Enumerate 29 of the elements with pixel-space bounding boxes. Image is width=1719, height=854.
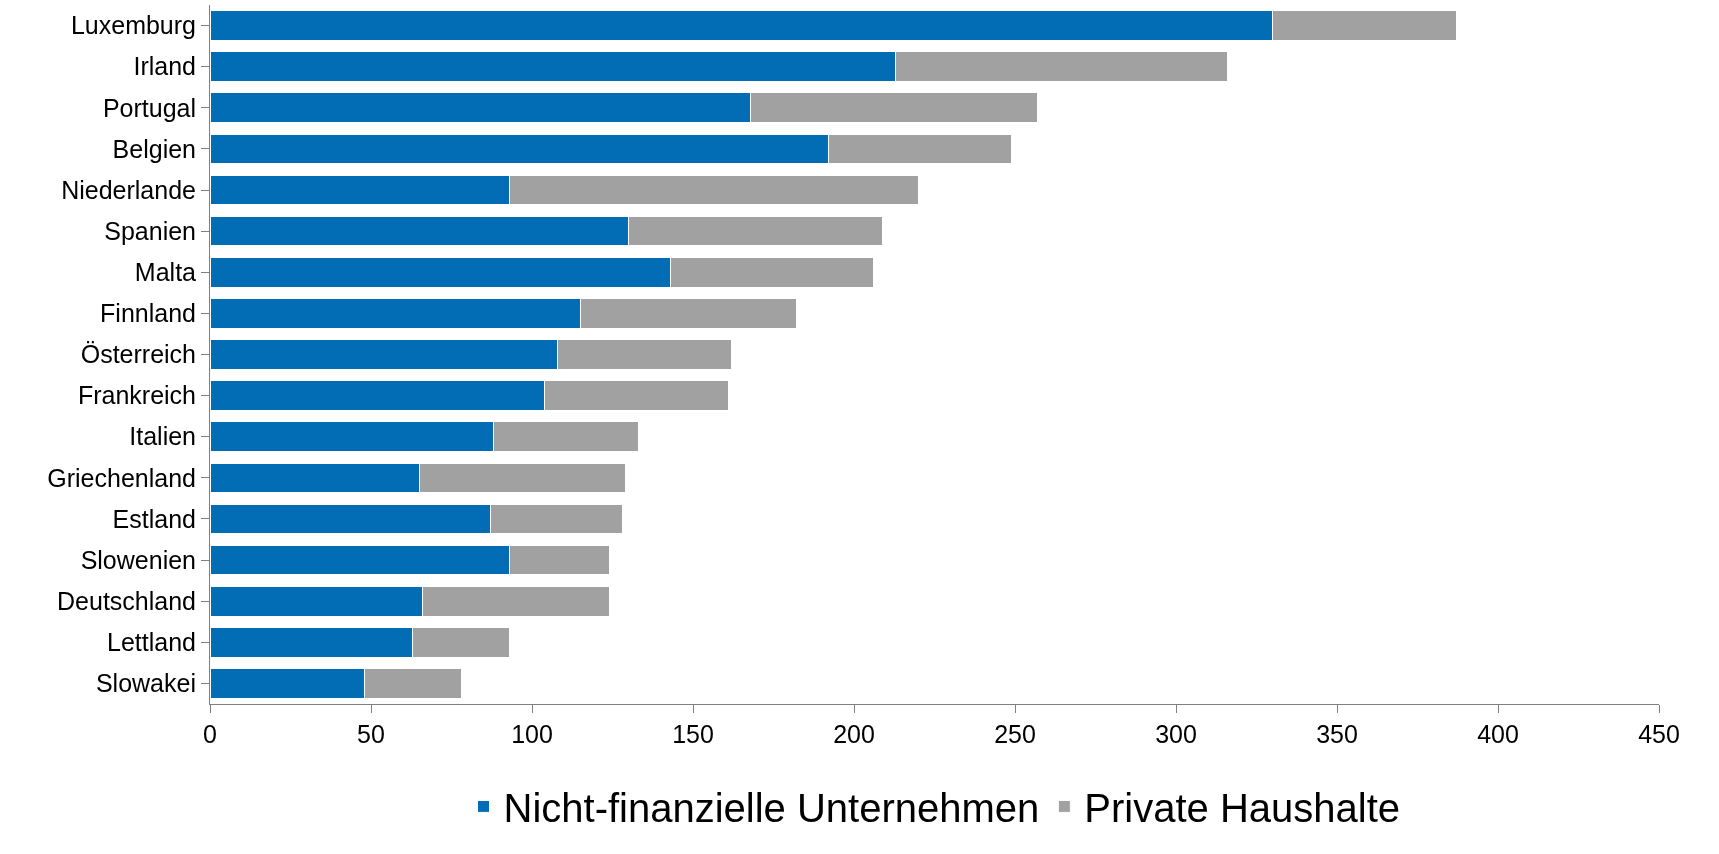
x-tick-label: 400 xyxy=(1477,720,1519,748)
y-tick-label: Estland xyxy=(112,504,196,533)
y-tick-label: Spanien xyxy=(104,216,196,245)
x-tick-label: 150 xyxy=(672,720,714,748)
x-tick-label: 200 xyxy=(833,720,875,748)
y-tick-label: Frankreich xyxy=(77,381,196,410)
y-tick-label: Belgien xyxy=(112,134,196,163)
y-tick-label: Luxemburg xyxy=(70,11,196,40)
legend-label: Nicht-finanzielle Unternehmen xyxy=(503,786,1040,830)
y-tick-label: Griechenland xyxy=(47,463,196,492)
y-tick-label: Italien xyxy=(129,422,196,451)
y-tick-label: Deutschland xyxy=(57,586,196,615)
y-tick-label: Lettland xyxy=(107,628,196,657)
x-tick-label: 0 xyxy=(203,720,217,748)
x-tick-label: 300 xyxy=(1155,720,1197,748)
y-tick-label: Slowenien xyxy=(80,545,196,574)
y-tick-label: Österreich xyxy=(80,340,196,369)
y-tick-label: Irland xyxy=(133,52,196,81)
y-tick-label: Portugal xyxy=(102,93,196,122)
x-tick-label: 100 xyxy=(511,720,553,748)
x-tick-label: 250 xyxy=(994,720,1036,748)
y-tick-label: Slowakei xyxy=(95,669,196,698)
x-tick-label: 450 xyxy=(1638,720,1680,748)
y-tick-label: Malta xyxy=(134,258,197,287)
y-tick-label: Finnland xyxy=(100,299,196,328)
x-tick-label: 350 xyxy=(1316,720,1358,748)
legend-label: Private Haushalte xyxy=(1084,786,1401,830)
x-tick-label: 50 xyxy=(357,720,385,748)
y-tick-label: Niederlande xyxy=(61,175,196,204)
